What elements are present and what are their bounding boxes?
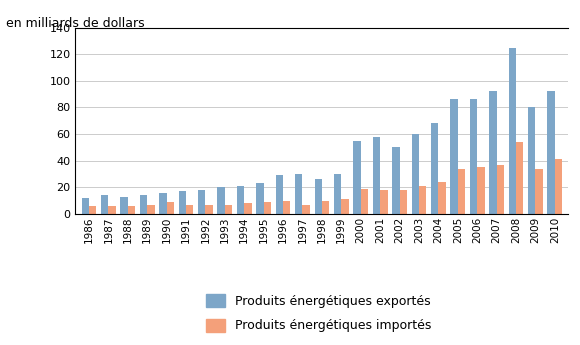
Bar — [283, 200, 291, 214]
Bar — [82, 198, 89, 214]
Bar — [548, 91, 555, 214]
Bar — [276, 175, 283, 214]
Bar — [160, 193, 166, 214]
Bar — [489, 91, 496, 214]
Bar — [128, 206, 135, 214]
Bar — [101, 195, 108, 214]
Bar — [419, 186, 426, 214]
Bar — [186, 205, 193, 214]
Bar — [412, 134, 419, 214]
Bar — [264, 202, 271, 214]
Bar — [361, 189, 368, 214]
Bar — [535, 169, 543, 214]
Bar — [147, 205, 155, 214]
Bar — [89, 206, 96, 214]
Bar — [516, 142, 523, 214]
Bar — [496, 165, 504, 214]
Bar — [108, 206, 116, 214]
Bar — [438, 182, 446, 214]
Bar — [303, 205, 310, 214]
Bar — [458, 169, 465, 214]
Bar — [470, 99, 477, 214]
Bar — [431, 124, 438, 214]
Bar — [314, 179, 322, 214]
Bar — [334, 174, 341, 214]
Bar — [225, 205, 232, 214]
Bar — [477, 167, 484, 214]
Bar — [341, 199, 349, 214]
Bar — [179, 191, 186, 214]
Bar — [237, 186, 244, 214]
Bar — [509, 48, 516, 214]
Bar — [166, 202, 174, 214]
Bar — [380, 190, 387, 214]
Bar — [555, 159, 562, 214]
Bar — [400, 190, 407, 214]
Bar — [121, 197, 128, 214]
Bar — [451, 99, 458, 214]
Legend: Produits énergétiques exportés, Produits énergétiques importés: Produits énergétiques exportés, Produits… — [200, 288, 438, 339]
Bar — [244, 203, 252, 214]
Bar — [198, 190, 205, 214]
Bar — [256, 183, 264, 214]
Bar — [218, 187, 225, 214]
Bar — [295, 174, 303, 214]
Bar — [392, 147, 400, 214]
Bar — [353, 141, 361, 214]
Bar — [322, 200, 329, 214]
Bar — [373, 137, 380, 214]
Bar — [205, 205, 213, 214]
Bar — [140, 195, 147, 214]
Text: en milliards de dollars: en milliards de dollars — [6, 17, 144, 30]
Bar — [528, 107, 535, 214]
